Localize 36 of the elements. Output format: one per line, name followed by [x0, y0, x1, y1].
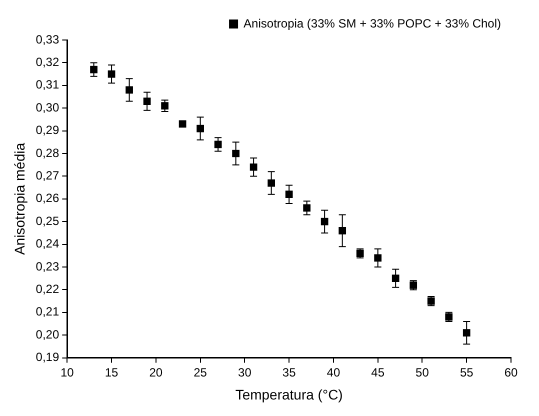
point: [250, 163, 258, 171]
point: [320, 218, 328, 226]
x-tick-label: 55: [460, 365, 474, 380]
x-tick-label: 20: [149, 365, 163, 380]
x-tick-label: 50: [416, 365, 430, 380]
point: [338, 227, 346, 234]
y-tick-label: 0,23: [36, 259, 60, 274]
point: [392, 274, 400, 282]
x-tick-label: 10: [60, 365, 74, 380]
y-tick-label: 0,32: [36, 55, 60, 70]
y-tick-label: 0,25: [36, 214, 60, 228]
y-tick-label: 0,27: [36, 168, 60, 183]
y-tick-label: 0,19: [36, 350, 60, 364]
y-axis-title: Anisotropia média: [11, 142, 28, 255]
y-tick-label: 0,30: [36, 100, 60, 114]
y-tick-label: 0,31: [36, 78, 60, 92]
x-tick-label: 60: [504, 365, 518, 380]
y-tick-label: 0,21: [36, 304, 60, 319]
x-tick-label: 30: [238, 365, 252, 380]
y-tick-label: 0,28: [36, 146, 60, 160]
x-axis-title: Temperatura (°C): [235, 386, 343, 402]
point: [374, 254, 382, 262]
y-tick-label: 0,26: [36, 191, 60, 206]
y-tick-label: 0,33: [36, 32, 60, 46]
y-tick-label: 0,29: [36, 123, 60, 138]
point: [462, 329, 470, 337]
x-tick-label: 15: [104, 365, 119, 380]
y-tick-label: 0,22: [36, 282, 60, 296]
y-tick-label: 0,20: [36, 327, 60, 342]
legend-label: Anisotropia (33% SM + 33% POPC + 33% Chol): [244, 16, 502, 30]
point: [285, 190, 293, 198]
x-tick-label: 45: [371, 365, 385, 380]
x-tick-label: 40: [326, 365, 340, 380]
y-tick-label: 0,24: [36, 236, 60, 251]
x-tick-label: 35: [282, 365, 296, 380]
x-tick-label: 25: [194, 365, 208, 380]
